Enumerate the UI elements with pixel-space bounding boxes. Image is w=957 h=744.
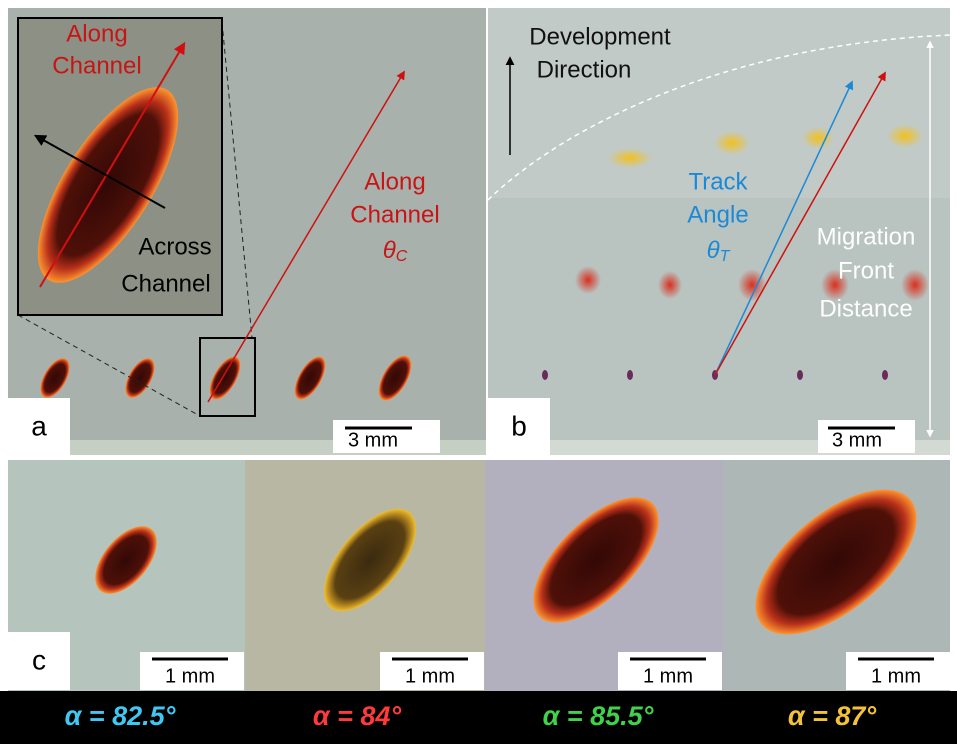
red-spot xyxy=(658,271,682,299)
origin-spot xyxy=(627,370,633,380)
scale-label: 3 mm xyxy=(348,429,398,451)
annotation: Development xyxy=(529,23,671,50)
origin-spot xyxy=(882,370,888,380)
red-spot xyxy=(575,266,601,294)
alpha-label: α = 84° xyxy=(313,701,402,731)
alpha-label: α = 82.5° xyxy=(65,701,176,731)
scale-label: 1 mm xyxy=(643,665,693,687)
scale-label: 3 mm xyxy=(832,429,882,451)
yellow-spot xyxy=(887,124,923,148)
annotation: Direction xyxy=(537,56,632,83)
theta-subscript: C xyxy=(396,248,408,265)
origin-spot xyxy=(542,370,548,380)
panel-label: a xyxy=(31,410,47,441)
annotation: Channel xyxy=(350,201,439,228)
annotation: Angle xyxy=(687,201,748,228)
annotation: Along xyxy=(364,168,425,195)
annotation: Front xyxy=(838,257,894,284)
annotation: Across xyxy=(138,233,211,260)
scale-label: 1 mm xyxy=(165,665,215,687)
panel-a: Along Channel Across Channel Along Chann… xyxy=(8,8,486,455)
alpha-label: α = 85.5° xyxy=(543,701,654,731)
panel-c: 1 mm 1 mm 1 mm 1 mm c xyxy=(8,460,950,691)
scale-label: 1 mm xyxy=(405,665,455,687)
yellow-spot xyxy=(608,148,652,168)
annotation: Track xyxy=(688,168,748,195)
annotation: Migration xyxy=(817,223,916,250)
annotation: Channel xyxy=(52,52,141,79)
annotation: Distance xyxy=(819,295,912,322)
annotation: Along xyxy=(66,20,127,47)
figure: Along Channel Across Channel Along Chann… xyxy=(0,0,957,744)
theta: θ xyxy=(383,237,396,264)
origin-spot xyxy=(797,370,803,380)
panel-b: Development Direction Track Angle θT Mig… xyxy=(488,8,950,455)
scale-label: 1 mm xyxy=(871,665,921,687)
panel-label: b xyxy=(511,410,527,441)
theta-subscript: T xyxy=(720,248,731,265)
alpha-label: α = 87° xyxy=(788,701,877,731)
annotation: Channel xyxy=(121,270,210,297)
theta: θ xyxy=(707,237,720,264)
yellow-spot xyxy=(714,131,750,155)
panel-label: c xyxy=(32,644,46,675)
